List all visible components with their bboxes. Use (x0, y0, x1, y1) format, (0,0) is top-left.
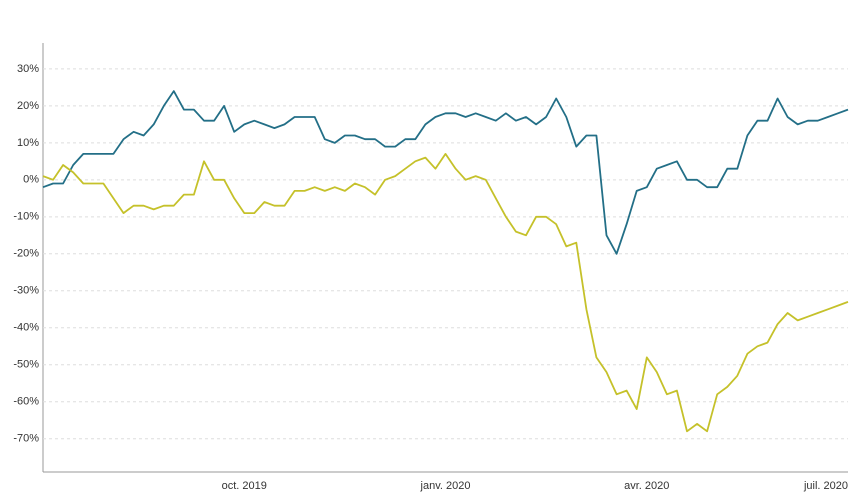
x-tick-label: avr. 2020 (624, 480, 669, 492)
series-line (42, 90, 849, 255)
y-tick-label: -30% (13, 285, 39, 297)
y-tick-label: -20% (13, 248, 39, 260)
y-tick-label: -40% (13, 322, 39, 334)
series-line (42, 153, 849, 433)
y-tick-label: -50% (13, 359, 39, 371)
y-tick-label: -60% (13, 396, 39, 408)
y-tick-label: 0% (23, 174, 39, 186)
y-tick-label: -70% (13, 433, 39, 445)
y-tick-label: -10% (13, 211, 39, 223)
y-tick-label: 20% (17, 100, 39, 112)
x-tick-label: juil. 2020 (803, 480, 848, 492)
y-tick-label: 10% (17, 137, 39, 149)
x-tick-label: oct. 2019 (222, 480, 267, 492)
y-tick-label: 30% (17, 63, 39, 75)
x-tick-label: janv. 2020 (420, 480, 471, 492)
